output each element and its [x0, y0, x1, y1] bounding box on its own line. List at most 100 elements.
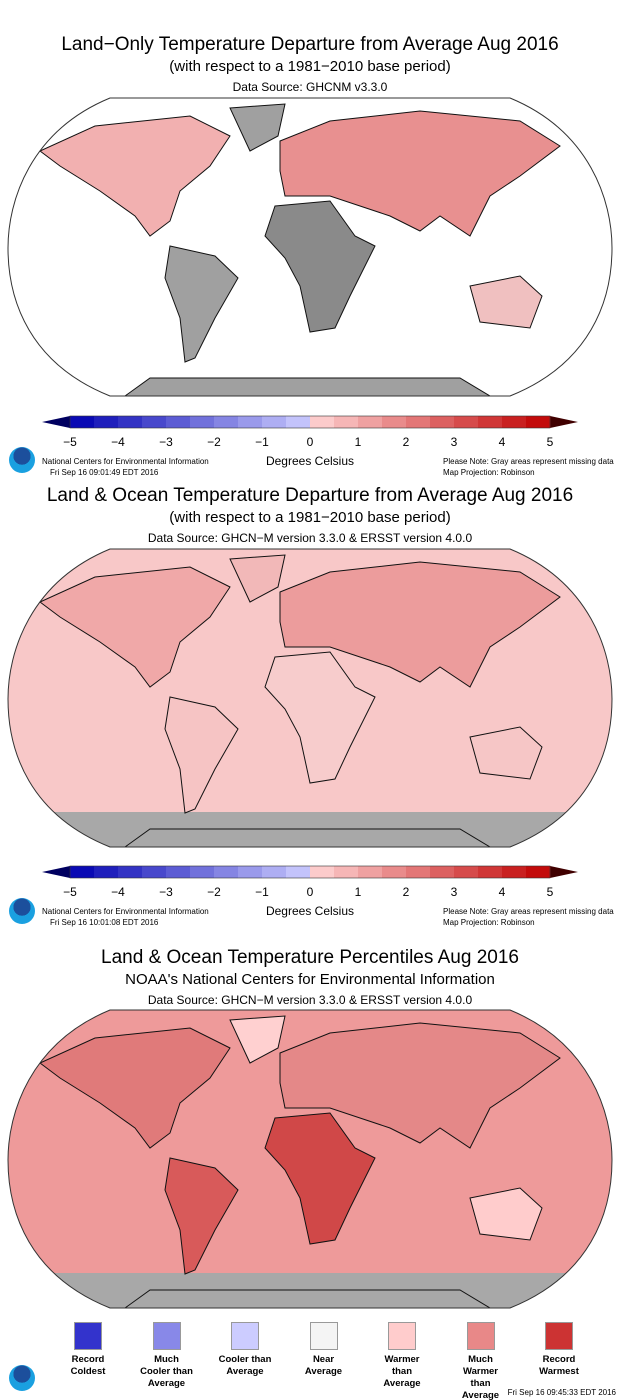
- colorbar-segment: [334, 866, 359, 878]
- colorbar-tick-label: −1: [255, 885, 269, 899]
- colorbar-tick-label: 4: [498, 435, 506, 449]
- panel3-subtitle: NOAA's National Centers for Environmenta…: [125, 971, 495, 988]
- continent-greenland: [229, 103, 286, 152]
- continent-north-america: [39, 115, 231, 237]
- legend-swatch: [309, 1322, 338, 1350]
- projection-note: Map Projection: Robinson: [443, 468, 535, 477]
- missing-data-note: Please Note: Gray areas represent missin…: [443, 907, 614, 916]
- continent-antarctica: [123, 1289, 492, 1308]
- projection-note: Map Projection: Robinson: [443, 918, 535, 927]
- colorbar-tick-label: 1: [354, 435, 362, 449]
- panel3-source: Data Source: GHCN−M version 3.3.0 & ERSS…: [147, 993, 473, 1007]
- continent-south-america: [164, 245, 239, 363]
- panel3-title: Land & Ocean Temperature Percentiles Aug…: [101, 947, 519, 968]
- colorbar-segment: [502, 416, 527, 428]
- legend-item: Cooler than Average: [205, 1322, 285, 1378]
- panel2-subtitle: (with respect to a 1981−2010 base period…: [169, 509, 451, 526]
- colorbar-segment: [70, 866, 95, 878]
- legend-item: Much Warmer than Average: [441, 1322, 521, 1400]
- legend-swatch: [152, 1322, 181, 1350]
- colorbar-tick-label: −3: [159, 435, 173, 449]
- continent-africa: [264, 651, 376, 784]
- timestamp: Fri Sep 16 09:45:33 EDT 2016: [507, 1388, 616, 1397]
- panel1-source: Data Source: GHCNM v3.3.0: [232, 80, 388, 94]
- colorbar-segment: [262, 416, 287, 428]
- legend-label: Warmer than Average: [383, 1354, 421, 1389]
- continent-australia: [469, 726, 543, 780]
- panel1-title: Land−Only Temperature Departure from Ave…: [61, 34, 559, 55]
- colorbar-tick-label: −3: [159, 885, 173, 899]
- colorbar-tick-label: 2: [402, 885, 410, 899]
- continent-greenland: [229, 1015, 286, 1064]
- legend-label: Record Coldest: [70, 1354, 106, 1377]
- colorbar-tick-label: −2: [207, 435, 221, 449]
- colorbar-segment: [454, 866, 479, 878]
- org-name: National Centers for Environmental Infor…: [42, 907, 209, 916]
- colorbar-tick-label: 4: [498, 885, 506, 899]
- colorbar-segment: [382, 866, 407, 878]
- colorbar-segment: [70, 416, 95, 428]
- land-only-departure-map: [7, 97, 613, 397]
- colorbar-segment: [142, 866, 167, 878]
- colorbar-segment: [430, 866, 455, 878]
- colorbar-high-arrow: [550, 416, 578, 428]
- legend-label: Much Warmer than Average: [461, 1354, 500, 1400]
- colorbar-segment: [526, 866, 551, 878]
- colorbar-segment: [118, 866, 143, 878]
- colorbar-tick-label: 1: [354, 885, 362, 899]
- colorbar-segment: [262, 866, 287, 878]
- continent-antarctica: [123, 377, 492, 396]
- continent-africa: [264, 1112, 376, 1245]
- colorbar-segment: [238, 866, 263, 878]
- colorbar-tick-label: 3: [450, 435, 458, 449]
- noaa-logo: [9, 447, 35, 473]
- land-ocean-departure-map: [7, 548, 613, 848]
- colorbar-segment: [142, 416, 167, 428]
- colorbar-unit: Degrees Celsius: [265, 904, 355, 918]
- legend-item: Record Warmest: [519, 1322, 599, 1378]
- colorbar-high-arrow: [550, 866, 578, 878]
- colorbar-segment: [454, 416, 479, 428]
- colorbar-segment: [118, 416, 143, 428]
- timestamp: Fri Sep 16 09:01:49 EDT 2016: [50, 468, 159, 477]
- colorbar-segment: [166, 866, 191, 878]
- continent-australia: [469, 275, 543, 329]
- colorbar-tick-label: 0: [306, 435, 314, 449]
- legend-item: Record Coldest: [48, 1322, 128, 1378]
- colorbar-segment: [478, 866, 503, 878]
- colorbar: [42, 415, 578, 429]
- legend-item: Near Average: [284, 1322, 364, 1378]
- noaa-logo: [9, 898, 35, 924]
- colorbar-segment: [190, 416, 215, 428]
- panel2-title: Land & Ocean Temperature Departure from …: [46, 485, 574, 506]
- colorbar-segment: [286, 866, 311, 878]
- continent-south-america: [164, 696, 239, 814]
- continent-africa: [264, 200, 376, 333]
- colorbar-segment: [358, 416, 383, 428]
- continent-south-america: [164, 1157, 239, 1275]
- colorbar-tick-label: −4: [111, 435, 125, 449]
- continent-greenland: [229, 554, 286, 603]
- colorbar-segment: [214, 416, 239, 428]
- legend-swatch: [388, 1322, 416, 1350]
- colorbar-segment: [286, 416, 311, 428]
- legend-label: Much Cooler than Average: [140, 1354, 193, 1389]
- colorbar-segment: [310, 416, 335, 428]
- colorbar-segment: [334, 416, 359, 428]
- timestamp: Fri Sep 16 10:01:08 EDT 2016: [50, 918, 159, 927]
- colorbar-segment: [526, 416, 551, 428]
- continent-north-america: [39, 566, 231, 688]
- colorbar-segment: [382, 416, 407, 428]
- colorbar-low-arrow: [42, 416, 70, 428]
- continent-antarctica: [123, 828, 492, 847]
- colorbar-tick-label: 5: [546, 885, 554, 899]
- map-outline: [7, 1009, 613, 1309]
- colorbar-low-arrow: [42, 866, 70, 878]
- colorbar-tick-label: −4: [111, 885, 125, 899]
- legend-swatch: [545, 1322, 573, 1350]
- colorbar-segment: [238, 416, 263, 428]
- colorbar-tick-label: −1: [255, 435, 269, 449]
- continent-eurasia: [279, 1022, 561, 1149]
- legend-item: Warmer than Average: [362, 1322, 442, 1390]
